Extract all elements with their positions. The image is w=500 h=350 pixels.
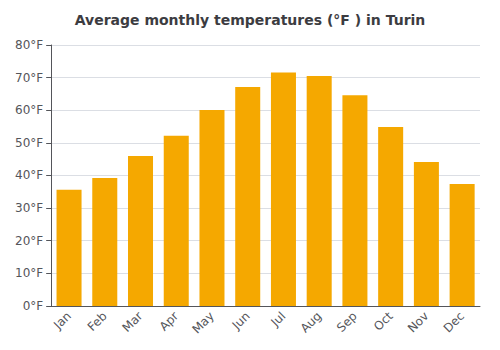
- svg-text:Jul: Jul: [268, 309, 289, 330]
- svg-text:0°F: 0°F: [23, 299, 44, 313]
- svg-text:30°F: 30°F: [15, 201, 43, 215]
- svg-text:60°F: 60°F: [15, 103, 43, 117]
- svg-text:Mar: Mar: [120, 309, 146, 335]
- svg-text:20°F: 20°F: [15, 234, 43, 248]
- svg-text:Jan: Jan: [50, 309, 74, 333]
- svg-text:Sep: Sep: [334, 309, 360, 335]
- svg-text:50°F: 50°F: [15, 136, 43, 150]
- svg-text:May: May: [190, 309, 217, 336]
- svg-text:Dec: Dec: [441, 309, 467, 335]
- svg-text:Oct: Oct: [371, 309, 396, 334]
- svg-text:Feb: Feb: [85, 309, 110, 334]
- svg-text:Apr: Apr: [157, 309, 182, 334]
- svg-text:Average monthly temperatures (: Average monthly temperatures (°F ) in Tu…: [75, 12, 426, 28]
- svg-text:Jun: Jun: [229, 309, 253, 333]
- svg-text:Aug: Aug: [298, 309, 324, 335]
- svg-text:Nov: Nov: [405, 309, 431, 335]
- svg-text:70°F: 70°F: [15, 71, 43, 85]
- svg-text:10°F: 10°F: [15, 266, 43, 280]
- svg-text:40°F: 40°F: [15, 168, 43, 182]
- svg-text:80°F: 80°F: [15, 38, 43, 52]
